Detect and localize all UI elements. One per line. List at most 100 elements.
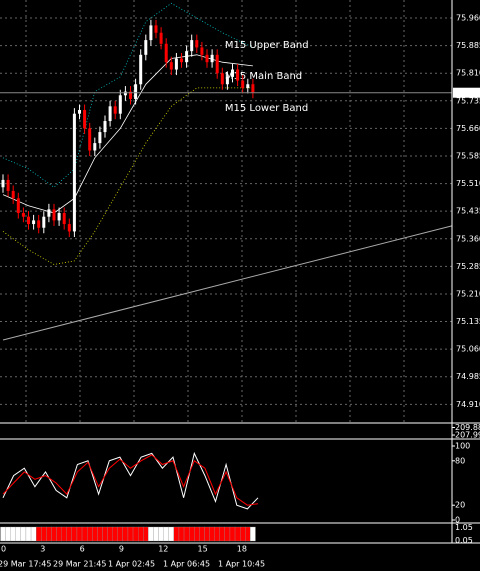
candle-body [16, 198, 20, 214]
signal-bar [148, 526, 154, 542]
signal-bar [178, 526, 185, 542]
y-tick-label: 75.660 [456, 124, 480, 133]
y-tick-label: 75.210 [456, 289, 480, 298]
band-line [2, 2, 254, 188]
signal-bar [229, 526, 236, 542]
candle-body [200, 47, 204, 55]
trendline [2, 225, 452, 341]
y-tick-label: 75.960 [456, 14, 480, 23]
index-tick-label: 15 [198, 545, 208, 554]
candle-body [205, 54, 209, 63]
signal-bar [20, 526, 27, 542]
x-tick-label: 29 Mar 17:45 [0, 560, 51, 569]
candle-body [169, 62, 173, 70]
candle-body [225, 76, 229, 85]
signal-bar [163, 526, 169, 542]
x-tick-label: 1 Apr 06:45 [163, 560, 210, 569]
signal-bar [51, 526, 57, 542]
y-tick-label: 75.360 [456, 234, 480, 243]
signal-bar [204, 526, 210, 542]
candle-body [72, 113, 76, 232]
signal-bar [188, 526, 195, 542]
signal-bar [183, 526, 190, 542]
signal-bar [122, 526, 129, 542]
candle-body [134, 84, 138, 99]
signal-bar [76, 526, 83, 542]
candle-body [139, 54, 143, 85]
band-line [2, 54, 253, 214]
index-tick-label: 6 [80, 545, 85, 554]
candle-body [144, 40, 148, 55]
candle-body [113, 106, 117, 114]
y-tick-label: 75.810 [456, 69, 480, 78]
candle-body [129, 91, 132, 99]
candle-body [103, 121, 107, 133]
signal-bar [81, 526, 88, 542]
candle-body [123, 91, 127, 96]
signal-bar [137, 526, 144, 542]
candle-body [21, 213, 25, 217]
signal-bar [87, 526, 93, 542]
candle-body [190, 40, 194, 52]
y-tick-label: 74.985 [456, 372, 480, 381]
signal-bar [5, 526, 11, 542]
signal-bar [36, 526, 42, 542]
band-label: M15 Upper Band [225, 40, 309, 51]
index-tick-label: 18 [237, 545, 247, 554]
candle-body [149, 25, 153, 41]
signal-bar [97, 526, 103, 542]
x-tick-label: 1 Apr 10:45 [218, 560, 265, 569]
y-tick-label: 75.735 [456, 96, 480, 105]
y-tick-label: 80 [455, 456, 465, 465]
candle-body [6, 179, 10, 191]
candle-body [236, 69, 240, 81]
signal-bar [168, 526, 174, 542]
signal-bar [117, 526, 123, 542]
candle-body [78, 110, 81, 114]
signal-bar [61, 526, 67, 542]
candle-body [231, 69, 234, 77]
candle-body [83, 110, 87, 129]
x-tick-label: 1 Apr 02:45 [108, 560, 155, 569]
signal-bar [71, 526, 78, 542]
candle-body [11, 190, 15, 199]
candle-body [210, 54, 214, 63]
signal-bar [46, 526, 52, 542]
signal-bar [56, 526, 62, 542]
last-price-label: 75.757 [455, 88, 480, 97]
signal-bar [143, 526, 149, 542]
candle-body [37, 220, 41, 228]
candle-body [164, 43, 168, 63]
y-tick-label: 75.285 [456, 262, 480, 271]
oscillator-line [2, 451, 259, 510]
signal-bar [153, 526, 159, 542]
candle-body [246, 84, 250, 88]
candle-body [180, 58, 183, 63]
candle-body [47, 209, 51, 217]
candle-body [185, 51, 189, 63]
y-tick-label: 0.05 [455, 536, 473, 545]
signal-bar [173, 526, 180, 542]
signal-bar [224, 526, 231, 542]
index-tick-label: 0 [1, 545, 6, 554]
candle-body [220, 73, 224, 85]
candle-body [52, 209, 56, 221]
signal-bar [30, 526, 37, 542]
signal-bar [0, 526, 6, 542]
y-tick-label: 100 [455, 442, 470, 451]
signal-bar [15, 526, 21, 542]
y-tick-label: 1.05 [455, 523, 473, 532]
y-tick-label: 75.060 [456, 345, 480, 354]
band-line [2, 87, 253, 265]
signal-bar [245, 526, 251, 542]
y-tick-label: 75.885 [456, 41, 480, 50]
y-tick-label: 0 [455, 516, 460, 525]
candle-body [118, 95, 122, 114]
signal-bar [158, 526, 164, 542]
signal-bar [194, 526, 200, 542]
y-tick-label: 75.585 [456, 151, 480, 160]
candle-body [174, 58, 178, 70]
candle-body [57, 213, 61, 221]
candle-body [159, 32, 163, 44]
